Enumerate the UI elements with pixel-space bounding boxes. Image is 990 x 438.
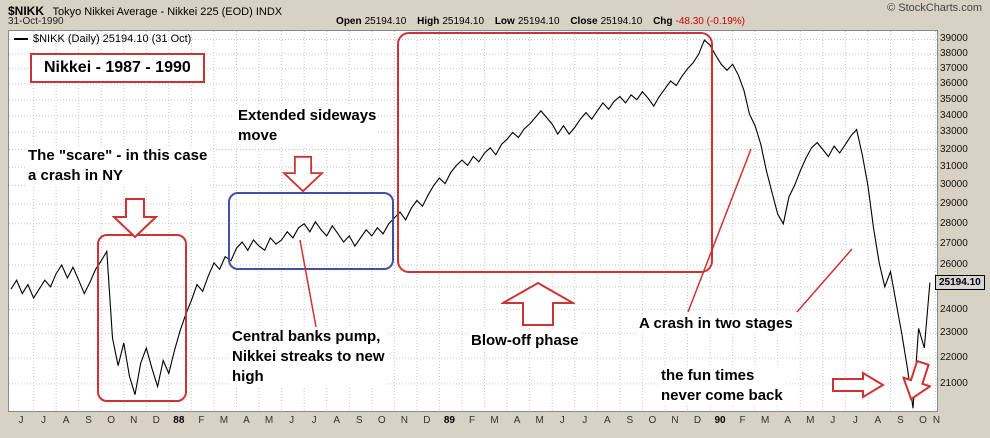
y-tick-label: 24000 xyxy=(940,303,968,315)
y-tick-label: 22000 xyxy=(940,351,968,363)
x-tick-label: A xyxy=(784,415,792,426)
x-tick-label: M xyxy=(490,415,499,426)
x-axis: J J A S O N D 88 F M A M J J A S O N D 89 F M A M J J A S O N D 90 F M A M J… xyxy=(0,413,990,431)
y-tick-label: 21000 xyxy=(940,377,968,389)
blowoff-phase-highlight-box xyxy=(397,32,713,273)
down-arrow-icon xyxy=(281,155,325,193)
y-tick-label: 35000 xyxy=(940,93,968,105)
x-tick-label: O xyxy=(648,415,657,426)
up-arrow-icon xyxy=(501,281,575,326)
close-value: 25194.10 xyxy=(600,16,643,27)
low-value: 25194.10 xyxy=(517,16,560,27)
x-tick-label: O xyxy=(919,415,927,426)
y-tick-label: 27000 xyxy=(940,238,968,250)
annotation-scare: The "scare" - in this case a crash in NY xyxy=(26,146,210,186)
annotation-title: Nikkei - 1987 - 1990 xyxy=(30,53,205,83)
x-tick-label: J xyxy=(559,415,565,426)
y-tick-label: 38000 xyxy=(940,47,968,59)
annotation-funtimes: the fun times never come back xyxy=(659,366,785,406)
chart-date: 31-Oct-1990 xyxy=(8,16,64,27)
y-tick-label: 28000 xyxy=(940,217,968,229)
x-tick-label: 88 xyxy=(173,415,185,426)
y-tick-label: 26000 xyxy=(940,259,968,271)
x-tick-label: F xyxy=(739,415,746,426)
x-tick-label: 90 xyxy=(714,415,726,426)
line-swatch-icon xyxy=(14,38,28,41)
x-tick-label: N xyxy=(671,415,679,426)
x-tick-label: A xyxy=(62,415,70,426)
stockcharts-copyright-link[interactable]: © StockCharts.com xyxy=(887,2,982,14)
x-tick-label: M xyxy=(219,415,229,426)
x-tick-label: J xyxy=(852,415,858,426)
y-tick-label: 34000 xyxy=(940,109,968,121)
annotation-blowoff: Blow-off phase xyxy=(469,331,581,351)
y-tick-label: 30000 xyxy=(940,179,968,191)
x-tick-label: D xyxy=(423,415,431,426)
y-tick-label: 36000 xyxy=(940,78,968,90)
x-tick-label: M xyxy=(806,415,815,426)
open-label: Open xyxy=(336,16,362,27)
x-tick-label: A xyxy=(513,415,521,426)
x-tick-label: S xyxy=(355,415,363,426)
x-tick-label: N xyxy=(932,415,941,426)
chg-label: Chg xyxy=(653,16,673,27)
y-tick-label: 33000 xyxy=(940,126,968,138)
x-tick-label: D xyxy=(693,415,702,426)
x-tick-label: A xyxy=(603,415,611,426)
annotation-sideways: Extended sideways move xyxy=(236,106,379,146)
x-tick-label: D xyxy=(152,415,160,426)
x-tick-label: A xyxy=(243,415,250,426)
open-value: 25194.10 xyxy=(364,16,407,27)
x-tick-label: 89 xyxy=(443,415,455,426)
high-value: 25194.10 xyxy=(442,16,485,27)
x-tick-label: J xyxy=(582,415,588,426)
x-tick-label: N xyxy=(130,415,138,426)
right-arrow-icon xyxy=(832,371,885,399)
y-axis: 39000 38000 37000 36000 35000 34000 33000 32000… xyxy=(938,0,990,438)
x-tick-label: A xyxy=(874,415,882,426)
down-arrow-icon xyxy=(112,198,158,239)
x-tick-label: N xyxy=(400,415,408,426)
low-label: Low xyxy=(494,16,515,27)
down-arrow-icon xyxy=(901,359,933,401)
chg-value: -48.30 (-0.19%) xyxy=(675,16,745,27)
sideways-1988-highlight-box xyxy=(228,192,394,270)
x-tick-label: M xyxy=(535,415,544,426)
x-tick-label: F xyxy=(198,415,205,426)
y-tick-label: 32000 xyxy=(940,143,968,155)
x-tick-label: S xyxy=(85,415,92,426)
price-line xyxy=(10,39,931,409)
ohlc-quote-row: Open 25194.10 High 25194.10 Low 25194.10 Cl… xyxy=(336,16,745,27)
ticker-description: Tokyo Nikkei Average - Nikkei 225 (EOD) … xyxy=(52,6,283,18)
y-tick-label: 31000 xyxy=(940,161,968,173)
x-tick-label: J xyxy=(41,415,47,426)
crash-1987-highlight-box xyxy=(97,234,187,402)
x-tick-label: S xyxy=(897,415,904,426)
y-tick-label: 37000 xyxy=(940,62,968,74)
x-tick-label: O xyxy=(377,415,386,426)
x-tick-label: J xyxy=(18,415,24,426)
series-legend-label: $NIKK (Daily) 25194.10 (31 Oct) xyxy=(33,33,192,45)
x-tick-label: F xyxy=(468,415,476,426)
x-tick-label: A xyxy=(333,415,341,426)
y-tick-label: 23000 xyxy=(940,327,968,339)
last-price-tag: 25194.10 xyxy=(935,274,985,290)
annotation-crash: A crash in two stages xyxy=(637,314,795,334)
x-tick-label: S xyxy=(626,415,634,426)
x-tick-label: J xyxy=(311,415,317,426)
ticker-symbol: $NIKK xyxy=(8,4,45,18)
high-label: High xyxy=(417,16,440,27)
x-tick-label: M xyxy=(264,415,274,426)
close-label: Close xyxy=(570,16,598,27)
y-tick-label: 29000 xyxy=(940,198,968,210)
chart-header: $NIKK Tokyo Nikkei Average - Nikkei 225 … xyxy=(8,2,282,20)
x-tick-label: J xyxy=(289,415,295,426)
x-tick-label: M xyxy=(760,415,770,426)
y-tick-label: 39000 xyxy=(940,33,968,45)
series-legend: $NIKK (Daily) 25194.10 (31 Oct) xyxy=(14,33,191,45)
annotation-pump: Central banks pump, Nikkei streaks to ne… xyxy=(230,327,387,387)
x-tick-label: O xyxy=(107,415,116,426)
x-tick-label: J xyxy=(830,415,836,426)
